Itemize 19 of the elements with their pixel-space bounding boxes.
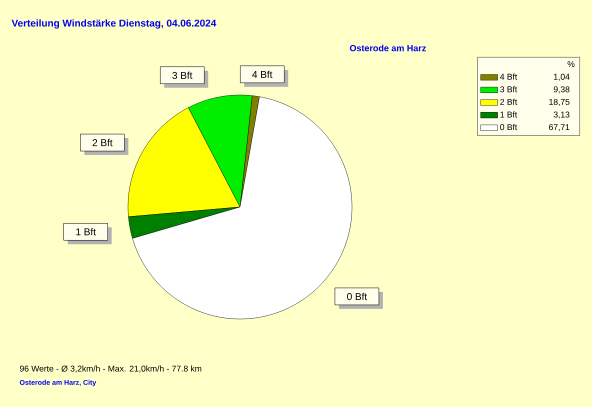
chart-subtitle: Osterode am Harz (350, 44, 426, 52)
data-label: 3,13 (554, 112, 570, 119)
legend-label: 2 Bft (500, 98, 518, 105)
chart-title: Verteilung Windstärke Dienstag, 04.06.2024 (12, 19, 216, 29)
slice-label: 2 Bft (92, 138, 113, 146)
data-label: 9,38 (554, 86, 570, 94)
legend-label: 1 Bft (500, 111, 518, 118)
data-label: 67,71 (549, 124, 570, 132)
legend-label: 4 Bft (500, 74, 518, 80)
slice-label: 3 Bft (172, 72, 192, 79)
slice-label: 1 Bft (76, 228, 96, 236)
slice-label: 0 Bft (347, 292, 368, 300)
legend-title: % (568, 61, 575, 68)
legend-label: 0 Bft (500, 124, 518, 130)
data-label: 1,04 (554, 74, 570, 81)
slice-label: 4 Bft (252, 70, 272, 78)
data-label: 18,75 (549, 98, 570, 106)
text: 96 Werte - Ø 3,2km/h - Max. 21,0km/h - 77.8 km (20, 365, 202, 373)
legend-label: 3 Bft (500, 86, 518, 92)
